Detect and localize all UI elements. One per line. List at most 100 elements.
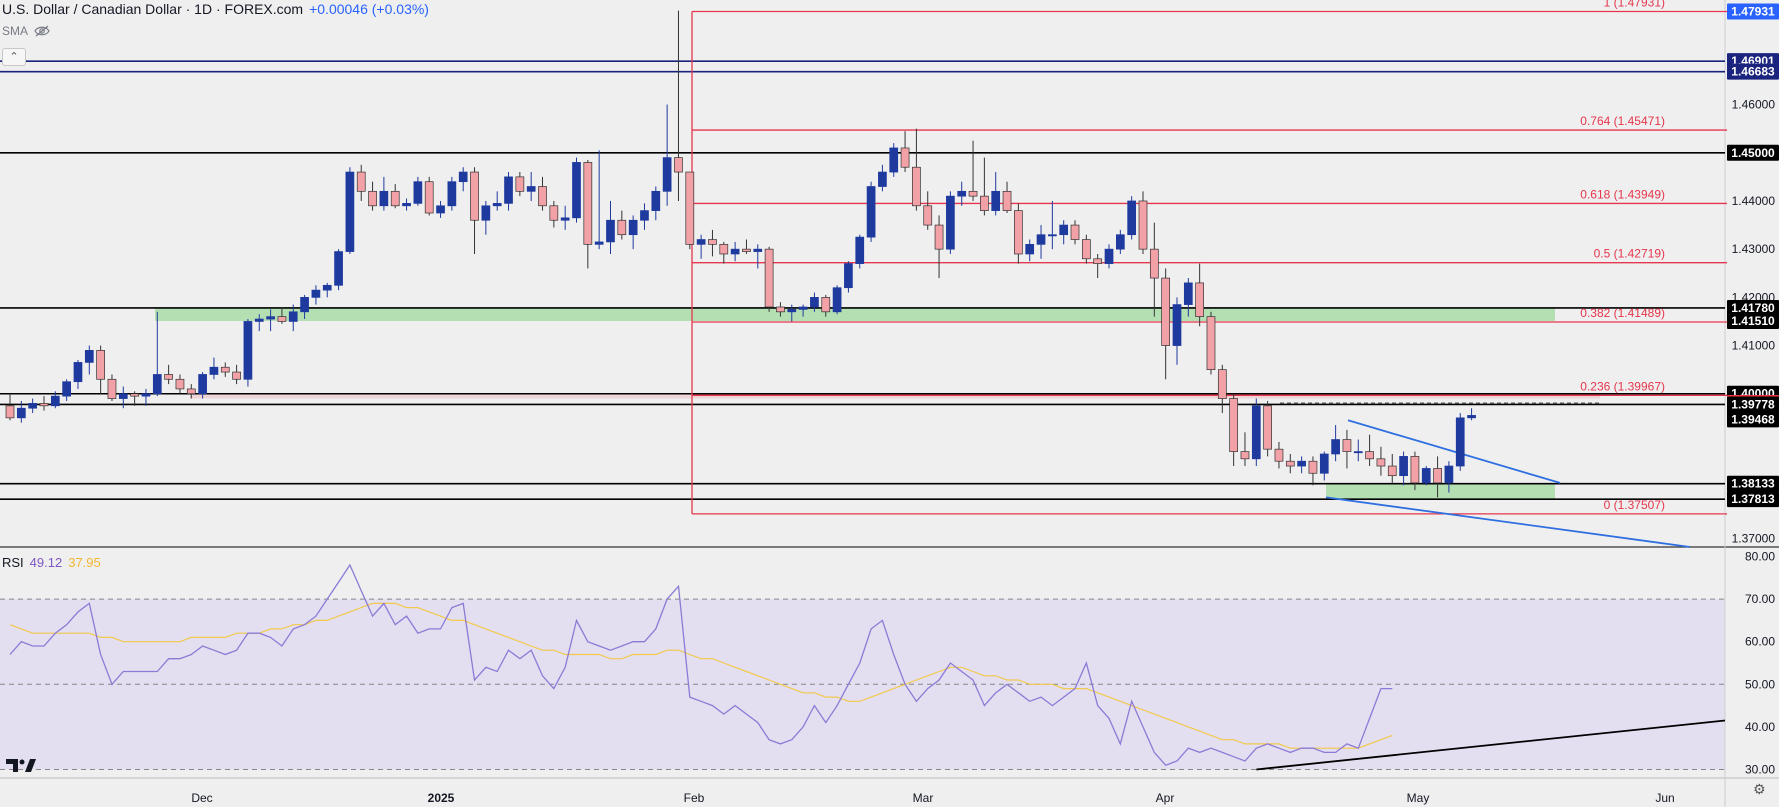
support-zone bbox=[1326, 483, 1555, 500]
candle bbox=[1376, 458, 1386, 467]
candle bbox=[1285, 460, 1295, 467]
candle bbox=[1444, 465, 1454, 484]
candle bbox=[481, 205, 491, 221]
candle bbox=[1059, 224, 1069, 236]
fib-label: 0.236 (1.39967) bbox=[1580, 379, 1665, 393]
price-label-badge bbox=[1727, 299, 1779, 316]
candle bbox=[141, 393, 151, 397]
candle bbox=[617, 219, 627, 236]
candle bbox=[390, 190, 400, 207]
rsi-tick-label: 50.00 bbox=[1745, 677, 1775, 691]
candle bbox=[810, 297, 819, 308]
candle bbox=[1115, 234, 1125, 250]
fib-label: 0.382 (1.41489) bbox=[1580, 306, 1665, 320]
candle bbox=[1127, 200, 1137, 236]
candle bbox=[1002, 190, 1012, 211]
candle bbox=[1206, 316, 1216, 370]
price-tick-label: 1.37000 bbox=[1732, 531, 1776, 545]
candle bbox=[628, 219, 638, 236]
candle bbox=[889, 147, 899, 173]
candle bbox=[640, 210, 649, 221]
candle bbox=[832, 287, 842, 313]
price-tick-label: 1.43000 bbox=[1732, 242, 1776, 256]
candle bbox=[436, 205, 445, 214]
time-tick-label: Feb bbox=[684, 791, 705, 805]
time-tick-label: Apr bbox=[1156, 791, 1175, 805]
candle bbox=[1319, 453, 1329, 474]
wedge-upper-line bbox=[1347, 419, 1561, 484]
rsi-line bbox=[9, 563, 1393, 766]
candle bbox=[470, 171, 479, 221]
candle bbox=[243, 321, 253, 380]
candle bbox=[742, 248, 751, 252]
candle bbox=[1240, 451, 1250, 460]
candle bbox=[1331, 439, 1340, 455]
candle bbox=[1025, 243, 1035, 255]
candle bbox=[164, 374, 173, 380]
candle bbox=[1014, 210, 1023, 255]
gear-icon[interactable]: ⚙ bbox=[1753, 781, 1766, 797]
price-label-badge bbox=[1727, 63, 1779, 80]
candle bbox=[1251, 405, 1261, 460]
candle bbox=[1353, 451, 1363, 454]
price-label-badge bbox=[1727, 144, 1779, 161]
rsi-trendline bbox=[1256, 719, 1726, 771]
candle bbox=[130, 393, 139, 397]
symbol-title[interactable]: U.S. Dollar / Canadian Dollar · 1D · FOR… bbox=[2, 1, 304, 17]
eye-off-icon[interactable] bbox=[34, 25, 50, 37]
rsi-label[interactable]: RSI bbox=[2, 555, 24, 570]
candle bbox=[1048, 234, 1057, 237]
candle bbox=[28, 403, 38, 409]
candle bbox=[1274, 448, 1284, 462]
wedge-lower-line bbox=[1325, 496, 1691, 548]
candle bbox=[1195, 282, 1205, 317]
price-label: 1.45000 bbox=[1731, 146, 1775, 160]
candle bbox=[198, 374, 207, 395]
candle bbox=[1036, 234, 1046, 245]
candle bbox=[1081, 239, 1091, 260]
candle bbox=[209, 366, 219, 375]
candle bbox=[1138, 200, 1148, 250]
candle bbox=[946, 195, 955, 250]
candle bbox=[356, 171, 366, 192]
fib-label: 0 (1.37507) bbox=[1604, 498, 1665, 512]
candle bbox=[492, 203, 502, 207]
price-label-badge bbox=[1727, 396, 1779, 413]
candle bbox=[798, 306, 808, 310]
price-label-badge bbox=[1727, 491, 1779, 508]
candle bbox=[186, 388, 196, 395]
time-tick-label: Jun bbox=[1655, 791, 1674, 805]
candle bbox=[912, 166, 921, 207]
candle bbox=[674, 157, 683, 173]
candle bbox=[1070, 224, 1080, 240]
sma-legend[interactable]: SMA bbox=[2, 24, 50, 38]
tradingview-logo-icon[interactable] bbox=[6, 756, 36, 777]
candle bbox=[288, 311, 298, 322]
candle bbox=[1365, 451, 1374, 460]
rsi-tick-label: 40.00 bbox=[1745, 720, 1775, 734]
candle bbox=[447, 181, 457, 207]
candle bbox=[39, 403, 49, 407]
candle bbox=[50, 395, 60, 407]
price-label-badge bbox=[1727, 411, 1779, 428]
candle bbox=[413, 181, 423, 204]
candle bbox=[1455, 417, 1465, 467]
candle bbox=[923, 205, 933, 226]
price-change: +0.00046 (+0.03%) bbox=[309, 1, 429, 17]
price-tick-label: 1.46000 bbox=[1732, 98, 1776, 112]
rsi-value: 49.12 bbox=[29, 555, 63, 570]
candle bbox=[1161, 277, 1171, 346]
candle bbox=[334, 251, 343, 286]
candle bbox=[549, 205, 559, 221]
candle bbox=[504, 176, 513, 204]
fib-label: 0.5 (1.42719) bbox=[1594, 247, 1665, 261]
candle bbox=[107, 378, 117, 399]
candle bbox=[708, 239, 717, 245]
candle bbox=[787, 309, 797, 313]
collapse-legend-button[interactable]: ⌃ bbox=[2, 48, 26, 66]
candle bbox=[753, 248, 763, 252]
price-label: 1.39468 bbox=[1731, 412, 1775, 426]
candle bbox=[855, 236, 865, 264]
candle bbox=[277, 316, 287, 322]
